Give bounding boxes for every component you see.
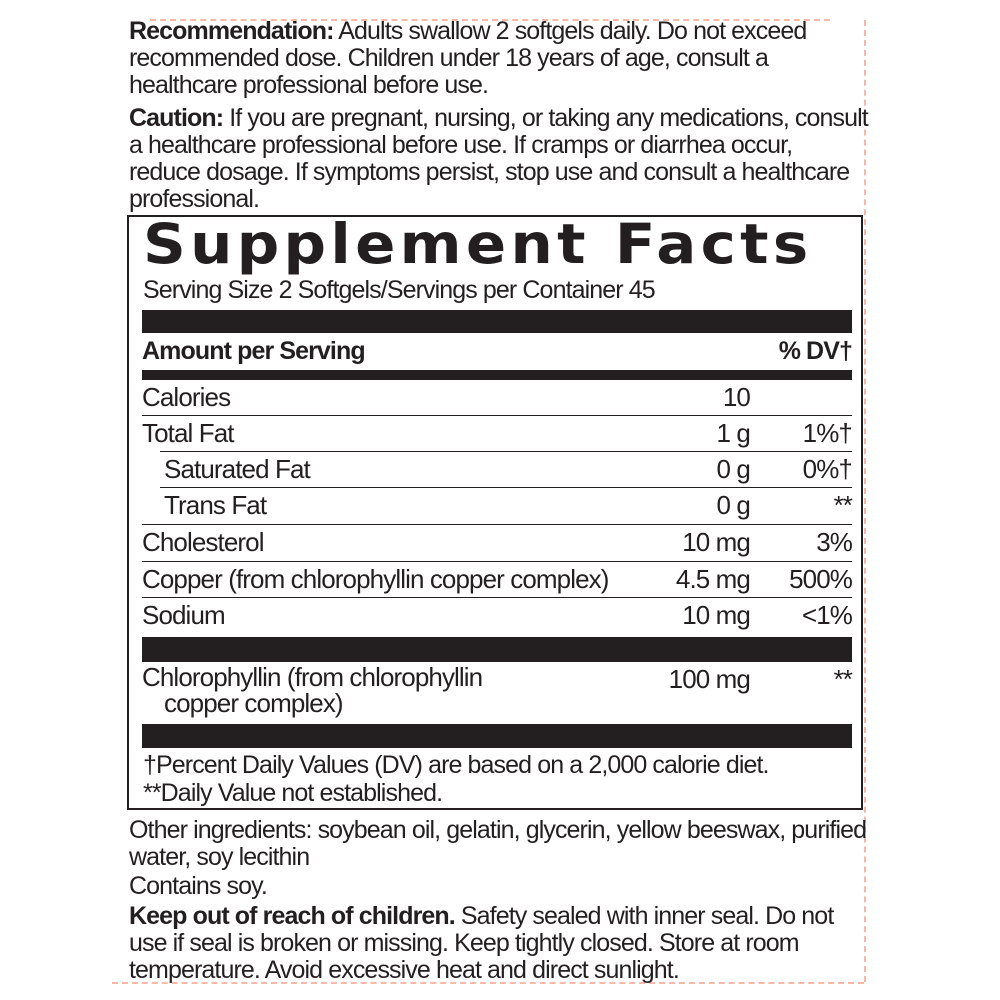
keep-out-label: Keep out of reach of children. xyxy=(129,902,456,930)
recommendation-text: Adults swallow 2 softgels daily. Do not … xyxy=(129,17,807,99)
nutrient-amount: 1 g xyxy=(716,418,751,448)
serving-size: Serving Size 2 Softgels/Servings per Con… xyxy=(143,276,656,304)
recommendation-label: Recommendation: xyxy=(129,17,334,45)
nutrient-amount: 10 mg xyxy=(682,600,751,630)
nutrient-name: Copper (from chlorophyllin copper comple… xyxy=(142,564,609,594)
contains-allergen: Contains soy. xyxy=(129,872,268,900)
name-line-2: copper complex) xyxy=(164,688,344,718)
dv-header-label: % DV† xyxy=(778,337,853,365)
chlorophyllin-row: Chlorophyllin (from chlorophyllin copper … xyxy=(142,662,853,724)
nutrient-name: Total Fat xyxy=(142,418,235,448)
nutrient-row: Sodium 10 mg <1% xyxy=(142,598,853,637)
nutrient-dv: 1%† xyxy=(802,418,853,448)
keep-out-text: Safety sealed with inner seal. Do not us… xyxy=(129,902,834,984)
keep-out-paragraph: Keep out of reach of children. Safety se… xyxy=(129,903,849,984)
facts-title: Supplement Facts xyxy=(143,212,813,276)
nutrient-amount: 0 g xyxy=(716,490,751,520)
trim-line-right xyxy=(864,20,866,982)
nutrient-dv: 0%† xyxy=(802,454,853,484)
caution-paragraph: Caution: If you are pregnant, nursing, o… xyxy=(129,105,869,213)
name-line-1: Chlorophyllin (from chlorophyllin xyxy=(142,662,483,692)
recommendation-paragraph: Recommendation: Adults swallow 2 softgel… xyxy=(129,18,829,99)
nutrient-dv: ** xyxy=(833,490,853,520)
footnote-not-established: **Daily Value not established. xyxy=(143,779,443,807)
thick-divider xyxy=(142,724,852,748)
trim-line-top xyxy=(150,19,830,21)
amount-header: Amount per Serving % DV† xyxy=(142,333,853,369)
nutrient-dv: <1% xyxy=(801,600,853,630)
nutrient-amount: 0 g xyxy=(716,454,751,484)
nutrient-row: Copper (from chlorophyllin copper comple… xyxy=(142,562,853,598)
nutrient-name: Cholesterol xyxy=(142,527,265,557)
nutrient-dv: 3% xyxy=(816,527,853,557)
supplement-facts-panel xyxy=(127,215,863,810)
nutrient-row: Calories 10 xyxy=(142,380,852,416)
other-ingredients: Other ingredients: soybean oil, gelatin,… xyxy=(129,816,867,871)
nutrient-name: Chlorophyllin (from chlorophyllin copper … xyxy=(142,662,483,718)
amount-per-serving-label: Amount per Serving xyxy=(142,337,366,365)
nutrient-dv: ** xyxy=(833,664,853,694)
thick-divider xyxy=(142,637,852,662)
trim-line-bottom xyxy=(112,982,864,984)
nutrient-amount: 100 mg xyxy=(668,664,751,694)
nutrient-name: Calories xyxy=(142,382,231,412)
nutrient-row: Trans Fat 0 g ** xyxy=(142,488,853,525)
footnote-dv: †Percent Daily Values (DV) are based on … xyxy=(143,751,769,779)
nutrient-amount: 10 xyxy=(722,382,751,412)
nutrient-amount: 4.5 mg xyxy=(675,564,751,594)
nutrient-amount: 10 mg xyxy=(682,527,751,557)
nutrient-name: Saturated Fat xyxy=(164,454,311,484)
caution-text: If you are pregnant, nursing, or taking … xyxy=(129,104,869,213)
nutrient-name: Sodium xyxy=(142,600,226,630)
medium-divider xyxy=(142,370,852,380)
caution-label: Caution: xyxy=(129,104,224,132)
nutrient-name: Trans Fat xyxy=(164,490,267,520)
nutrient-row: Total Fat 1 g 1%† xyxy=(142,416,853,452)
nutrient-row: Cholesterol 10 mg 3% xyxy=(142,525,853,562)
nutrient-row: Saturated Fat 0 g 0%† xyxy=(160,452,853,488)
thick-divider xyxy=(142,310,852,333)
nutrient-dv: 500% xyxy=(789,564,853,594)
